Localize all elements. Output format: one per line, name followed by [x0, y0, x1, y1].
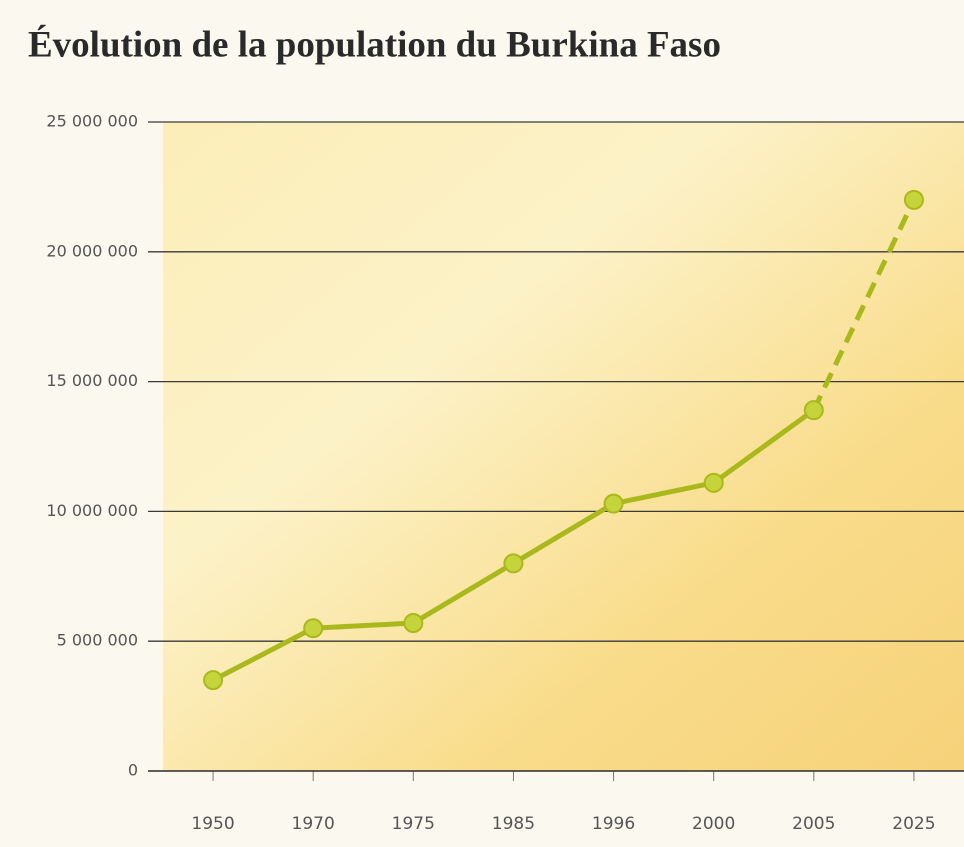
y-tick-label: 15 000 000 — [46, 371, 138, 390]
x-tick-label: 2025 — [892, 814, 935, 834]
data-point — [403, 613, 424, 634]
x-tick-label: 1950 — [191, 814, 234, 834]
data-point — [203, 670, 224, 691]
x-tick-label: 1970 — [292, 814, 335, 834]
data-point — [503, 553, 524, 574]
x-tick-label: 1985 — [492, 814, 535, 834]
data-point — [703, 472, 724, 493]
y-tick-label: 5 000 000 — [57, 631, 138, 650]
x-tick-label: 2005 — [792, 814, 835, 834]
y-tick-label: 0 — [128, 761, 138, 780]
chart-title: Évolution de la population du Burkina Fa… — [28, 23, 721, 65]
y-tick-label: 20 000 000 — [46, 241, 138, 260]
plot-area — [163, 122, 964, 771]
data-point — [603, 493, 624, 514]
x-tick-label: 1996 — [592, 814, 635, 834]
data-point — [803, 400, 824, 421]
data-point — [303, 618, 324, 639]
y-tick-label: 25 000 000 — [46, 112, 138, 131]
y-tick-label: 10 000 000 — [46, 501, 138, 520]
projection-line — [811, 198, 917, 412]
data-point — [903, 189, 924, 210]
x-tick-label: 1975 — [392, 814, 435, 834]
x-tick-label: 2000 — [692, 814, 735, 834]
